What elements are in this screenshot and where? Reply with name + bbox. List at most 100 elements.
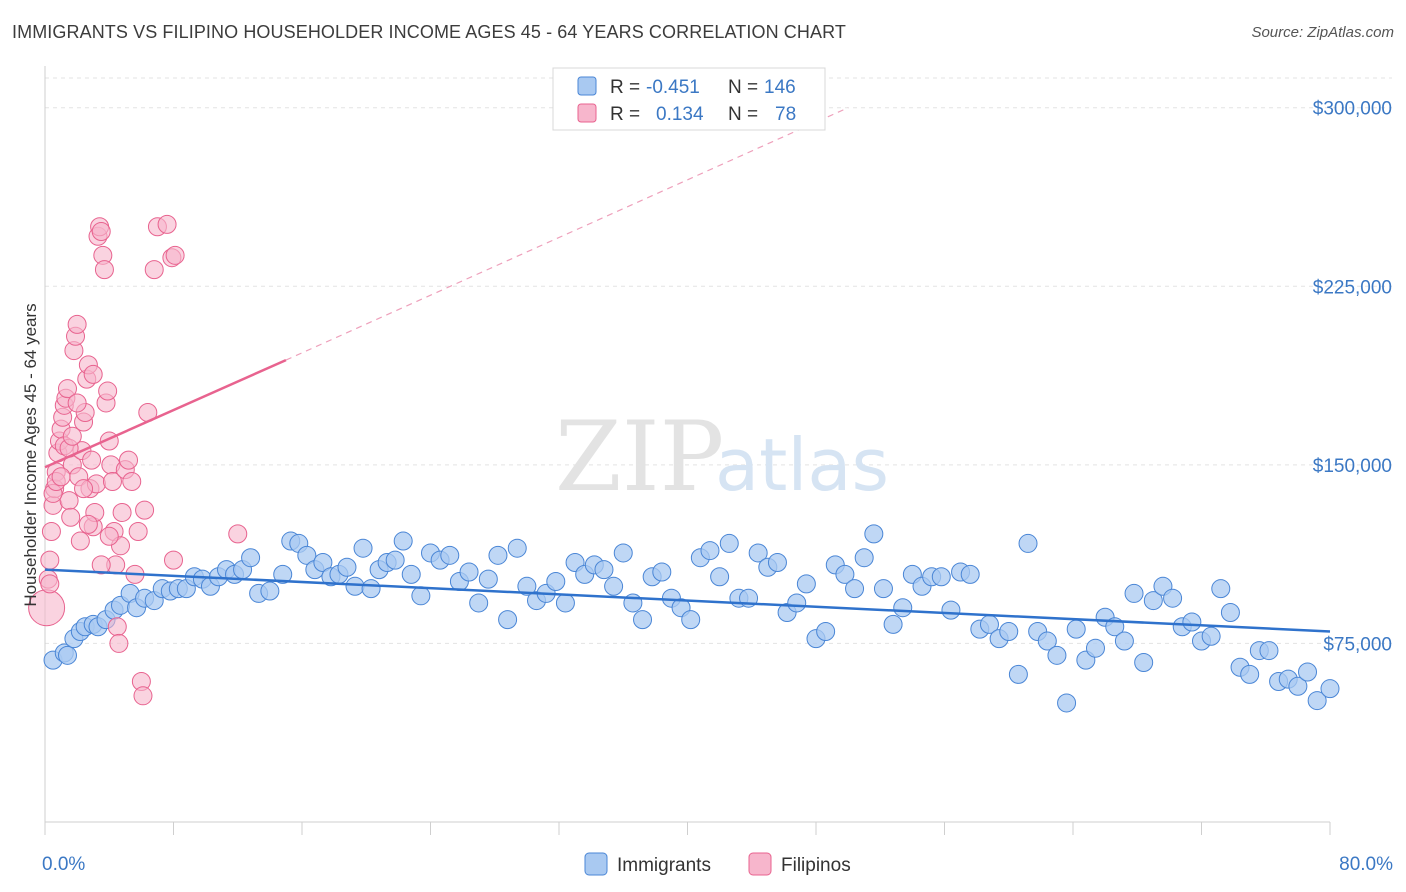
legend-swatch-filipinos-bottom	[748, 852, 772, 876]
filipinos-point	[144, 260, 164, 280]
immigrants-point	[748, 543, 768, 563]
filipinos-point	[70, 531, 90, 551]
immigrants-point	[652, 562, 672, 582]
filipinos-point	[122, 472, 142, 492]
filipinos-point	[119, 450, 139, 470]
immigrants-point	[1320, 679, 1340, 699]
filipinos-points	[28, 214, 248, 706]
filipinos-point	[91, 222, 111, 242]
immigrants-point	[1211, 579, 1231, 599]
immigrants-point	[353, 538, 373, 558]
filipinos-point	[164, 550, 183, 570]
axes	[44, 66, 1331, 835]
immigrants-point	[241, 548, 261, 568]
filipinos-point	[91, 555, 111, 575]
filipinos-point	[82, 450, 102, 470]
immigrants-point	[297, 545, 317, 565]
immigrants-point	[1134, 652, 1154, 672]
immigrants-point	[816, 622, 836, 642]
immigrants-point	[345, 576, 365, 596]
immigrants-point	[393, 531, 413, 551]
filipinos-point	[67, 314, 87, 334]
filipinos-point	[61, 507, 81, 527]
immigrants-point	[337, 557, 357, 577]
immigrants-point	[1057, 693, 1077, 713]
immigrants-point	[1201, 626, 1221, 646]
immigrants-point	[555, 593, 575, 613]
immigrants-point	[411, 586, 431, 606]
filipinos-point	[51, 467, 71, 487]
tick-labels: $75,000 $150,000 $225,000 $300,000 0.0% 80.0%	[42, 99, 1393, 875]
immigrants-point	[604, 576, 624, 596]
filipinos-point	[94, 260, 114, 280]
legend-swatch-filipinos	[577, 103, 597, 123]
immigrants-point	[440, 545, 460, 565]
immigrants-point	[594, 560, 614, 580]
legend-swatch-immigrants	[577, 76, 597, 96]
immigrants-point	[546, 572, 566, 592]
immigrants-point	[1124, 583, 1144, 603]
filipinos-point	[59, 491, 79, 511]
legend-r-value-1: -0.451	[646, 77, 700, 98]
immigrants-point	[478, 569, 498, 589]
x-tick-label: 0.0%	[42, 854, 85, 875]
immigrants-points	[43, 524, 1340, 713]
immigrants-point	[864, 524, 884, 544]
filipinos-point	[83, 364, 103, 384]
correlation-legend: R = -0.451 N = 146 R = 0.134 N = 78	[552, 67, 826, 131]
immigrants-point	[488, 545, 508, 565]
trend-lines	[44, 107, 1331, 633]
immigrants-point	[700, 541, 720, 561]
immigrants-point	[835, 564, 855, 584]
immigrants-point	[854, 548, 874, 568]
filipinos-point	[74, 479, 94, 499]
filipinos-point	[133, 686, 153, 706]
immigrants-point	[883, 614, 903, 634]
y-tick-label: $225,000	[1313, 277, 1392, 298]
immigrants-point	[1047, 645, 1067, 665]
filipinos-point	[57, 379, 77, 399]
immigrants-point	[401, 564, 421, 584]
immigrants-point	[1288, 676, 1308, 696]
immigrants-point	[893, 598, 913, 618]
immigrants-point	[469, 593, 489, 613]
immigrants-point	[1240, 664, 1260, 684]
filipinos-point	[109, 633, 129, 653]
source-label: Source: ZipAtlas.com	[1251, 24, 1394, 41]
immigrants-point	[941, 600, 961, 620]
legend-r-value-2: 0.134	[656, 104, 704, 125]
immigrants-point	[1307, 691, 1327, 711]
immigrants-point	[1008, 664, 1028, 684]
filipinos-point	[41, 522, 61, 542]
immigrants-point	[1085, 638, 1105, 658]
filipinos-point	[62, 426, 82, 446]
filipinos-point	[165, 245, 185, 265]
immigrants-point	[1018, 533, 1038, 553]
immigrants-point	[633, 610, 653, 630]
filipinos-point	[107, 617, 127, 637]
immigrants-point	[767, 552, 787, 572]
immigrants-point	[1066, 619, 1086, 639]
legend-n-label-1: N =	[728, 77, 758, 98]
immigrants-point	[57, 645, 77, 665]
immigrants-point	[1037, 631, 1057, 651]
immigrants-point	[1298, 662, 1318, 682]
immigrants-point	[845, 579, 865, 599]
filipinos-point	[99, 526, 119, 546]
watermark: ZIP atlas	[555, 401, 889, 513]
immigrants-point	[873, 579, 893, 599]
legend-item-immigrants: Immigrants	[617, 855, 711, 876]
legend-r-label-1: R =	[610, 77, 640, 98]
legend-n-value-1: 146	[764, 77, 796, 98]
filipinos-point	[128, 522, 148, 542]
immigrants-point	[1143, 591, 1163, 611]
legend-swatch-immigrants-bottom	[584, 852, 608, 876]
immigrants-point	[385, 550, 405, 570]
immigrants-point	[931, 567, 951, 587]
immigrants-point	[1114, 631, 1134, 651]
immigrants-point	[960, 564, 980, 584]
filipinos-point	[40, 574, 60, 594]
immigrants-point	[796, 574, 816, 594]
filipinos-point	[135, 500, 155, 520]
